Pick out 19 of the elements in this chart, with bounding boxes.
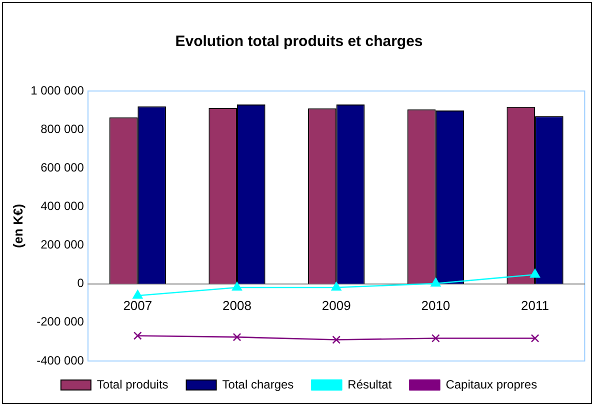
legend-label: Total produits (96, 377, 168, 392)
legend-label: Total charges (222, 377, 294, 392)
y-tick-label: -400 000 (36, 353, 84, 368)
y-tick-label: 200 000 (40, 238, 84, 252)
legend-label: Résultat (348, 377, 392, 392)
y-tick-label: 400 000 (40, 199, 84, 214)
chart-title: Evolution total produits et charges (175, 33, 423, 50)
y-tick-label: 0 (77, 276, 84, 290)
y-tick-label: 800 000 (40, 122, 84, 136)
x-tick-label: 2011 (521, 298, 550, 314)
x-tick-label: 2007 (123, 298, 152, 314)
y-tick-label: 600 000 (40, 160, 84, 174)
legend-label: Capitaux propres (446, 377, 538, 392)
y-tick-label: 1 000 000 (30, 83, 84, 98)
x-tick-label: 2009 (322, 298, 351, 314)
y-tick-label: -200 000 (36, 314, 84, 329)
y-axis-title: (en K€) (10, 204, 26, 248)
x-tick-label: 2008 (222, 298, 252, 314)
x-tick-label: 2010 (421, 298, 450, 314)
